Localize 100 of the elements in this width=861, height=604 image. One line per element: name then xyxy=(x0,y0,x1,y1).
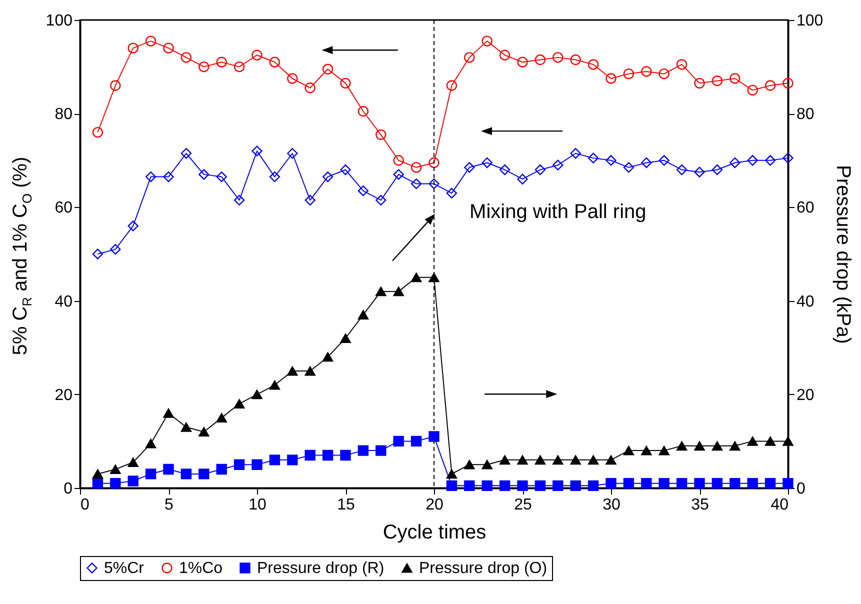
point xyxy=(782,78,794,89)
point xyxy=(287,366,298,376)
point xyxy=(517,56,528,68)
point xyxy=(606,155,616,166)
point xyxy=(393,169,404,180)
point xyxy=(517,455,528,465)
point xyxy=(623,446,634,456)
y2-axis-title: Pressure drop (kPa) xyxy=(832,165,854,344)
point xyxy=(570,480,581,492)
point xyxy=(676,59,688,70)
point xyxy=(376,286,386,296)
point xyxy=(499,164,510,176)
x-tick-label: 25 xyxy=(514,496,532,514)
point xyxy=(446,469,458,479)
point xyxy=(676,441,688,451)
point xyxy=(252,146,262,156)
point xyxy=(641,478,652,489)
y-tick-label: 80 xyxy=(54,106,73,124)
point xyxy=(570,455,581,465)
point xyxy=(92,478,104,489)
point xyxy=(110,244,121,255)
point xyxy=(198,61,210,72)
point xyxy=(269,380,280,390)
point xyxy=(410,162,422,173)
point xyxy=(712,478,723,489)
point xyxy=(517,480,528,492)
point xyxy=(252,459,262,470)
annotation: Mixing with Pall ring xyxy=(470,200,646,223)
point xyxy=(269,454,280,466)
point xyxy=(110,464,121,474)
point xyxy=(322,64,334,74)
point xyxy=(304,82,316,94)
point xyxy=(712,164,723,176)
point xyxy=(764,80,776,91)
point xyxy=(198,427,210,437)
point xyxy=(623,68,634,80)
x-tick-label: 0 xyxy=(80,496,90,514)
point xyxy=(464,460,475,470)
point xyxy=(180,52,192,63)
point xyxy=(340,334,351,343)
y2-tick-label: 20 xyxy=(796,386,814,404)
point xyxy=(694,441,705,451)
point xyxy=(110,478,121,489)
y2-tick-label: 0 xyxy=(796,480,806,498)
point xyxy=(410,272,422,282)
point xyxy=(304,450,316,461)
point xyxy=(730,478,740,489)
point xyxy=(499,480,510,492)
point xyxy=(464,480,475,492)
point xyxy=(499,455,510,465)
point xyxy=(216,56,227,68)
point xyxy=(163,464,174,475)
point xyxy=(145,468,156,480)
legend-label: Pressure drop (R) xyxy=(257,560,384,577)
point xyxy=(658,155,670,166)
point xyxy=(676,478,688,489)
point xyxy=(376,194,386,206)
point xyxy=(588,480,599,492)
point xyxy=(730,441,740,451)
point xyxy=(269,171,280,182)
y2-tick-label: 40 xyxy=(796,293,814,310)
point xyxy=(552,455,564,465)
point xyxy=(694,478,705,489)
point xyxy=(764,436,776,446)
point xyxy=(428,272,440,282)
point xyxy=(658,68,670,80)
point xyxy=(163,42,174,54)
point xyxy=(782,436,794,446)
point xyxy=(623,162,634,173)
point xyxy=(747,436,758,446)
point xyxy=(216,413,227,423)
point xyxy=(482,460,492,470)
point xyxy=(269,56,280,68)
point xyxy=(712,76,723,86)
point xyxy=(376,445,386,456)
point xyxy=(252,50,262,60)
point xyxy=(534,54,546,66)
point xyxy=(570,148,581,159)
point xyxy=(730,157,740,168)
y2-tick-label: 100 xyxy=(796,12,824,30)
point xyxy=(534,480,546,492)
point xyxy=(694,166,705,178)
point xyxy=(216,464,227,475)
y-tick-label: 40 xyxy=(54,293,73,310)
point xyxy=(764,155,776,166)
point xyxy=(128,476,138,486)
point xyxy=(410,436,422,447)
point xyxy=(747,84,758,96)
point xyxy=(588,59,599,70)
point xyxy=(446,480,458,492)
point xyxy=(180,422,192,432)
point xyxy=(128,42,138,54)
point xyxy=(322,352,334,362)
point xyxy=(747,478,758,489)
point xyxy=(676,164,688,176)
point xyxy=(358,445,369,456)
point xyxy=(322,450,334,461)
point xyxy=(358,185,369,196)
x-tick-label: 15 xyxy=(337,496,355,514)
x-tick-label: 10 xyxy=(248,496,266,514)
